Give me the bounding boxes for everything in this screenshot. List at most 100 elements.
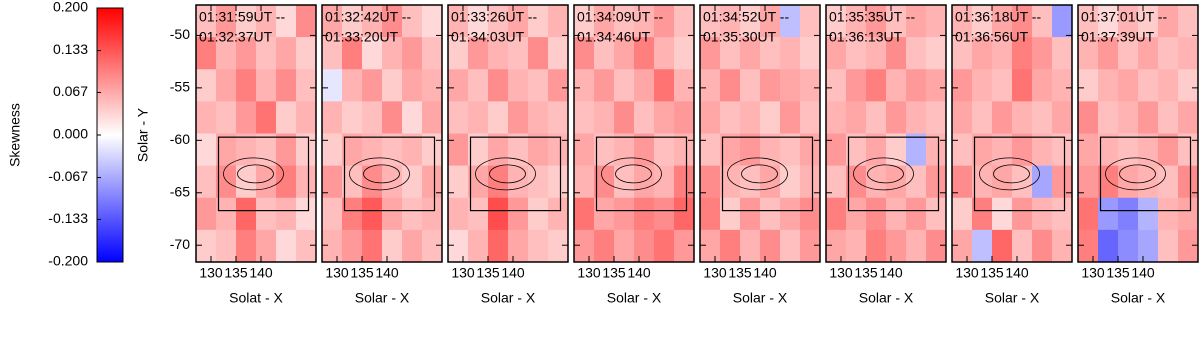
heatmap-cell — [866, 101, 887, 134]
heatmap-cell — [548, 133, 569, 166]
heatmap-cell — [1052, 101, 1073, 134]
heatmap-cell — [1052, 37, 1073, 70]
heatmap-cell — [1178, 229, 1199, 263]
contour — [615, 164, 652, 184]
heatmap-cell — [886, 37, 907, 70]
heatmap-cell — [528, 229, 549, 263]
heatmap-cell — [846, 5, 867, 38]
heatmap-cell — [448, 197, 469, 231]
heatmap-cell — [548, 69, 569, 102]
heatmap-cell — [674, 5, 695, 38]
heatmap-cell — [926, 229, 947, 263]
heatmap-cell — [800, 229, 821, 263]
contour — [363, 164, 400, 184]
heatmap-cell — [196, 101, 217, 134]
x-axis-label: Solar - X — [859, 290, 914, 306]
heatmap-cell — [422, 37, 443, 70]
heatmap-cell — [674, 101, 695, 134]
heatmap-cell — [1012, 69, 1033, 102]
heatmap-cell — [674, 37, 695, 70]
heatmap-cell — [906, 229, 927, 263]
heatmap-cell — [468, 37, 489, 70]
heatmap-cell — [886, 133, 907, 166]
heatmap-cell — [780, 197, 801, 231]
heatmap-cell — [972, 37, 993, 70]
contour — [867, 164, 904, 184]
heatmap-cell — [276, 165, 297, 199]
heatmap-cell — [886, 101, 907, 134]
x-tick-label: 140 — [753, 265, 777, 281]
heatmap-cell — [528, 69, 549, 102]
heatmap-cell — [846, 37, 867, 70]
heatmap-cell — [1078, 197, 1099, 231]
heatmap-cell — [574, 101, 595, 134]
x-tick-label: 135 — [728, 265, 752, 281]
heatmap-cell — [740, 133, 761, 166]
heatmap-cell — [1158, 69, 1179, 102]
heatmap-cell — [1098, 165, 1119, 199]
heatmap-cell — [488, 101, 509, 134]
heatmap-cell — [256, 5, 277, 38]
heatmap-cell — [952, 165, 973, 199]
heatmap-cell — [1032, 37, 1053, 70]
heatmap-cell — [720, 37, 741, 70]
heatmap-cell — [296, 229, 317, 263]
x-tick-label: 130 — [703, 265, 727, 281]
heatmap-cell — [422, 133, 443, 166]
heatmap-cell — [276, 229, 297, 263]
heatmap-cell — [1118, 37, 1139, 70]
heatmap-cell — [322, 165, 343, 199]
heatmap-cell — [508, 165, 529, 199]
heatmap-cell — [760, 5, 781, 38]
heatmap-cell — [468, 69, 489, 102]
heatmap-cell — [548, 197, 569, 231]
heatmap-cell — [1012, 165, 1033, 199]
heatmap-cell — [700, 229, 721, 263]
heatmap-cell — [1178, 165, 1199, 199]
heatmap-cell — [256, 37, 277, 70]
heatmap-cell — [634, 37, 655, 70]
heatmap-cell — [196, 229, 217, 263]
region-box — [469, 136, 562, 212]
heatmap-cell — [574, 229, 595, 263]
heatmap-cell — [342, 165, 363, 199]
heatmap-cell — [886, 5, 907, 38]
heatmap-cell — [1178, 133, 1199, 166]
heatmap-cell — [548, 229, 569, 263]
heatmap-cell — [740, 37, 761, 70]
heatmap-cell — [866, 37, 887, 70]
heatmap-cell — [760, 101, 781, 134]
heatmap-cell — [1098, 197, 1119, 231]
heatmap-cell — [1178, 5, 1199, 38]
heatmap-cell — [508, 37, 529, 70]
heatmap-cell — [654, 229, 675, 263]
heatmap-cell — [488, 69, 509, 102]
heatmap-cell — [760, 37, 781, 70]
heatmap-cell — [1078, 37, 1099, 70]
heatmap-cell — [634, 229, 655, 263]
heatmap-cell — [720, 165, 741, 199]
heatmap-cell — [1032, 197, 1053, 231]
heatmap-cell — [422, 229, 443, 263]
heatmap-cell — [906, 5, 927, 38]
heatmap-cell — [594, 133, 615, 166]
heatmap-cell — [448, 229, 469, 263]
heatmap-cell — [992, 101, 1013, 134]
heatmap-cell — [1052, 5, 1073, 38]
heatmap-cell — [1032, 229, 1053, 263]
heatmap-cell — [654, 5, 675, 38]
heatmap-cell — [276, 133, 297, 166]
heatmap-cell — [362, 133, 383, 166]
region-box — [847, 136, 940, 212]
heatmap-cell — [906, 37, 927, 70]
heatmap-cell — [1118, 69, 1139, 102]
heatmap-cell — [508, 197, 529, 231]
time-label: 01:35:30UT — [703, 29, 777, 45]
time-label: 01:31:59UT -- — [199, 9, 285, 25]
heatmap-cell — [402, 133, 423, 166]
x-axis-label: Solar - X — [985, 290, 1040, 306]
heatmap-cell — [1158, 133, 1179, 166]
heatmap-cell — [362, 5, 383, 38]
heatmap-cell — [1098, 69, 1119, 102]
heatmap-cell — [972, 69, 993, 102]
